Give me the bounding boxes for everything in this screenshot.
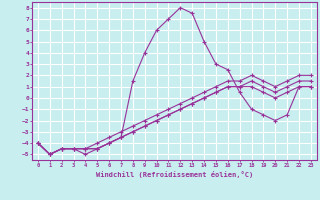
- X-axis label: Windchill (Refroidissement éolien,°C): Windchill (Refroidissement éolien,°C): [96, 171, 253, 178]
